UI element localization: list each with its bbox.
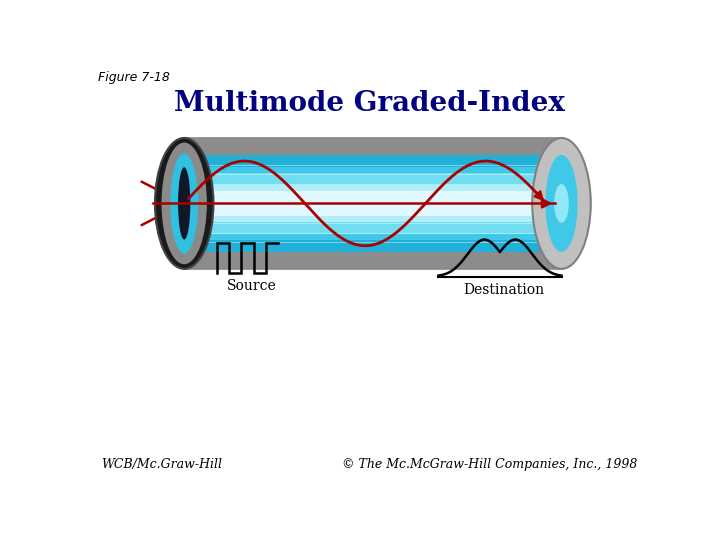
Polygon shape — [184, 242, 562, 249]
Polygon shape — [184, 177, 562, 184]
Polygon shape — [184, 234, 562, 240]
Ellipse shape — [546, 155, 577, 252]
Polygon shape — [184, 171, 562, 177]
Polygon shape — [184, 256, 562, 262]
Polygon shape — [184, 155, 562, 161]
Polygon shape — [184, 221, 562, 228]
Text: WCB/Mc.Graw-Hill: WCB/Mc.Graw-Hill — [101, 458, 222, 471]
Polygon shape — [184, 184, 562, 190]
Polygon shape — [184, 210, 562, 215]
Polygon shape — [184, 145, 562, 151]
Ellipse shape — [171, 153, 198, 253]
Polygon shape — [184, 204, 562, 210]
Polygon shape — [184, 185, 562, 191]
Polygon shape — [184, 173, 562, 179]
Text: Multimode Graded-Index: Multimode Graded-Index — [174, 90, 564, 117]
Ellipse shape — [161, 143, 207, 264]
Polygon shape — [184, 138, 562, 145]
Polygon shape — [184, 204, 562, 210]
Polygon shape — [184, 161, 562, 167]
Ellipse shape — [155, 138, 213, 269]
Polygon shape — [184, 190, 562, 197]
Polygon shape — [184, 215, 562, 221]
Ellipse shape — [178, 167, 190, 240]
Polygon shape — [184, 217, 562, 223]
Polygon shape — [184, 249, 562, 256]
Polygon shape — [184, 210, 562, 217]
Polygon shape — [184, 223, 562, 230]
Polygon shape — [184, 151, 562, 158]
Polygon shape — [184, 228, 562, 234]
Text: Source: Source — [227, 279, 276, 293]
Polygon shape — [184, 191, 562, 197]
Polygon shape — [184, 158, 562, 164]
Ellipse shape — [554, 184, 569, 223]
Polygon shape — [184, 230, 562, 236]
Polygon shape — [184, 167, 562, 173]
Polygon shape — [184, 236, 562, 242]
Polygon shape — [184, 197, 562, 204]
Polygon shape — [184, 262, 562, 269]
Polygon shape — [184, 240, 562, 246]
Text: Figure 7-18: Figure 7-18 — [98, 71, 170, 84]
Text: Destination: Destination — [463, 283, 544, 296]
Text: © The Mc.McGraw-Hill Companies, Inc., 1998: © The Mc.McGraw-Hill Companies, Inc., 19… — [341, 458, 637, 471]
Polygon shape — [184, 179, 562, 185]
Polygon shape — [184, 246, 562, 252]
Polygon shape — [184, 164, 562, 171]
Ellipse shape — [532, 138, 590, 269]
Polygon shape — [184, 197, 562, 204]
